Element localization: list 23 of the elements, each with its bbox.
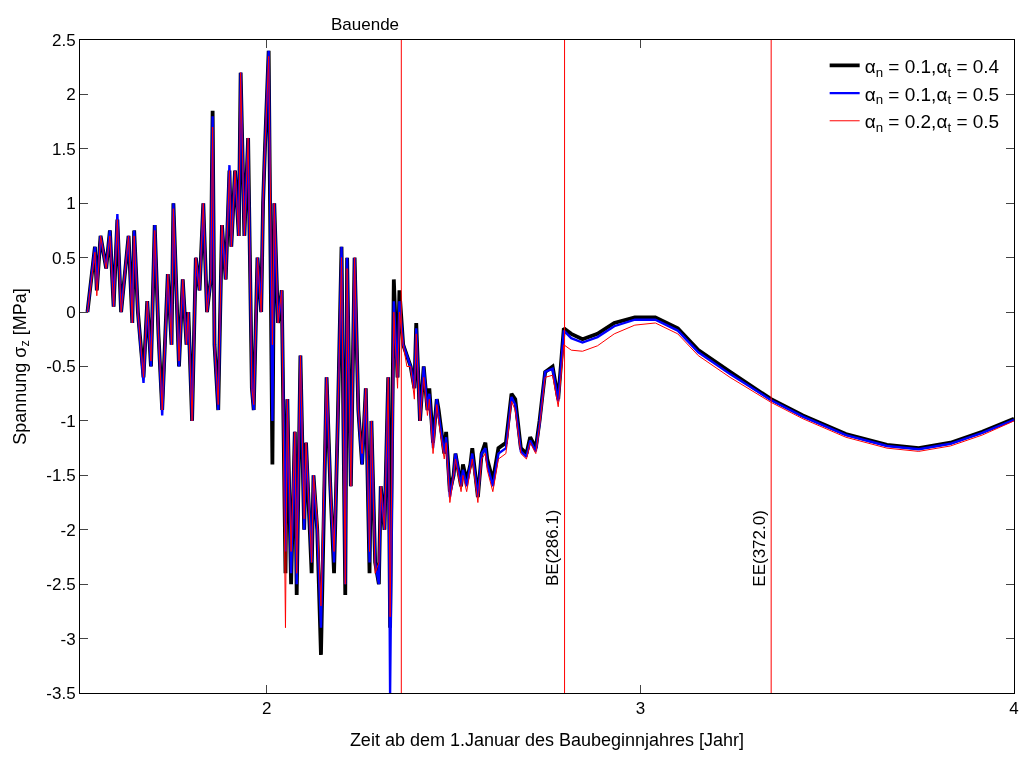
- ref-line-label: Bauende: [331, 15, 400, 34]
- y-tick-label: -1: [60, 411, 76, 431]
- legend-label: α$_{n}$ = 0.1,α$_{t}$ = 0.5: [864, 83, 1000, 108]
- y-tick-label: -2.5: [46, 575, 76, 595]
- y-tick-label: -2: [60, 520, 76, 540]
- x-tick-label: 4: [1009, 699, 1019, 719]
- x-tick-label: 2: [262, 699, 272, 719]
- legend-label: α$_{n}$ = 0.2,α$_{t}$ = 0.5: [864, 111, 1000, 136]
- y-tick-label: 2: [66, 85, 76, 105]
- y-tick-label: 1.5: [51, 139, 76, 159]
- y-tick-label: -3.5: [46, 683, 76, 703]
- y-tick-label: 0.5: [51, 248, 76, 268]
- x-axis-title: Zeit ab dem 1.Januar des Baubeginnjahres [Jahr]: [349, 729, 745, 750]
- y-tick-label: -0.5: [46, 357, 76, 377]
- x-tick-label: 3: [635, 699, 646, 719]
- y-tick-label: 1: [66, 194, 76, 214]
- y-tick-label: -1.5: [46, 466, 76, 486]
- y-tick-label: 2.5: [51, 30, 76, 50]
- ref-line-label: BE(286.1): [543, 509, 563, 587]
- ref-line-label: EE(372.0): [749, 510, 769, 587]
- legend-label: α$_{n}$ = 0.1,α$_{t}$ = 0.4: [864, 55, 1000, 80]
- y-tick-label: -3: [60, 629, 76, 649]
- y-tick-label: 0: [66, 303, 76, 323]
